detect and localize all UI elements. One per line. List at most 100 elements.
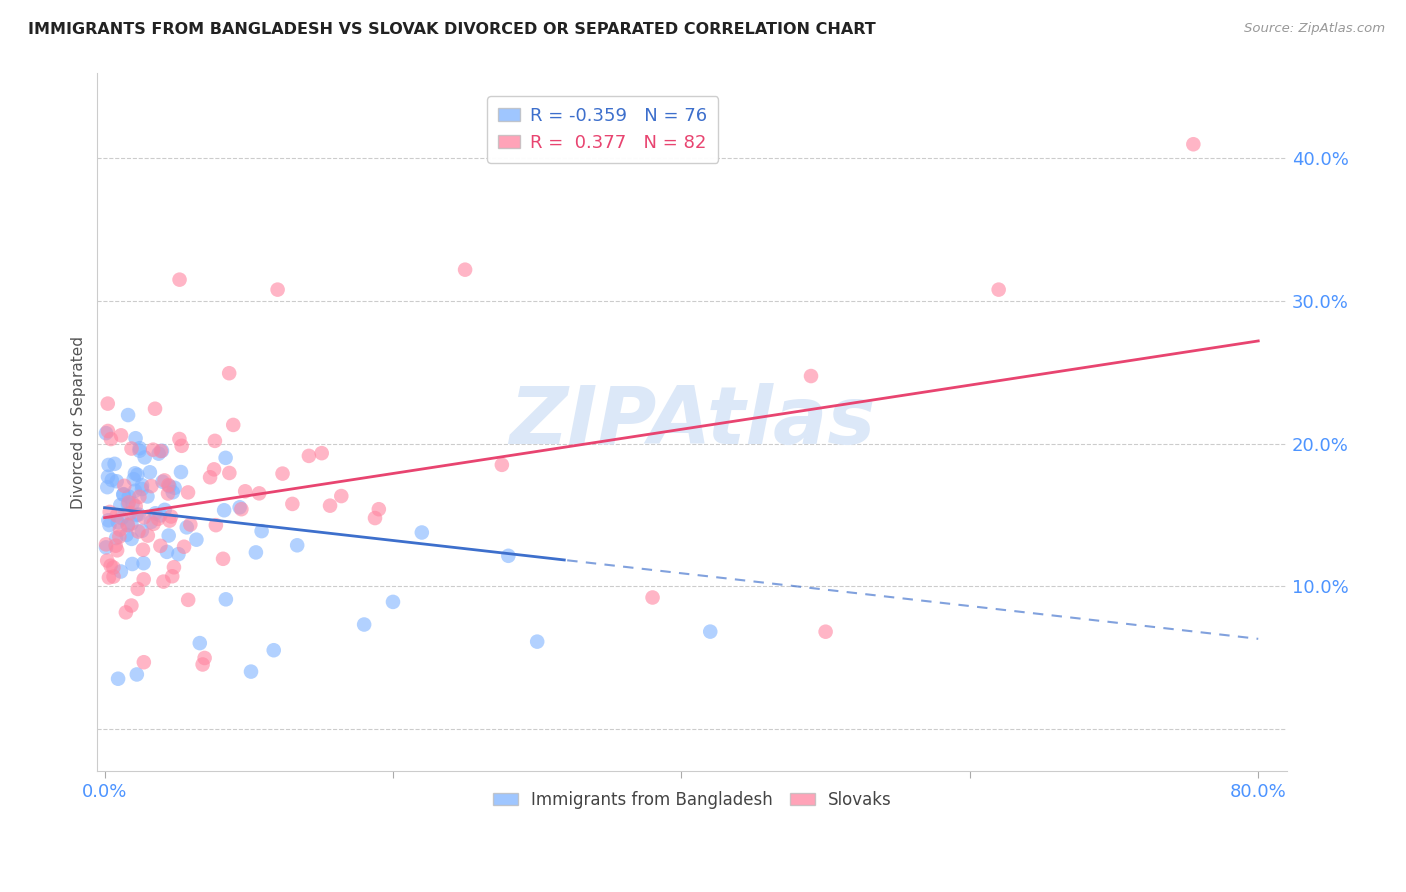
Point (247, 486, 270, 500)
Point (157, 528, 180, 542)
Point (149, 508, 172, 523)
Point (125, 667, 148, 681)
Point (143, 506, 166, 520)
Point (142, 442, 165, 457)
Point (97, 513, 120, 527)
Point (160, 569, 183, 583)
Point (128, 508, 150, 522)
Point (127, 467, 149, 482)
Point (212, 503, 235, 517)
Point (96, 553, 118, 567)
Point (179, 517, 201, 532)
Point (240, 665, 263, 679)
Point (150, 443, 173, 458)
Point (98, 518, 121, 533)
Point (110, 498, 132, 512)
Point (100, 432, 122, 446)
Point (382, 595, 405, 609)
Point (97, 458, 120, 472)
Point (124, 431, 146, 445)
Point (353, 617, 375, 632)
Point (194, 651, 217, 665)
Point (120, 599, 142, 613)
Point (132, 572, 155, 586)
Point (98, 505, 121, 519)
Point (121, 532, 143, 546)
Point (188, 636, 211, 650)
Point (100, 473, 122, 487)
Point (124, 500, 146, 514)
Point (146, 512, 169, 526)
Point (139, 515, 162, 529)
Point (108, 530, 131, 544)
Point (94, 426, 117, 441)
Point (149, 444, 172, 458)
Point (231, 502, 253, 516)
Point (120, 516, 142, 531)
Point (202, 462, 225, 476)
Point (131, 482, 153, 496)
Point (186, 533, 208, 547)
Point (173, 540, 195, 554)
Point (491, 458, 513, 472)
Point (170, 439, 193, 453)
Point (121, 442, 143, 456)
Point (103, 560, 125, 574)
Point (311, 446, 333, 460)
Point (367, 502, 389, 516)
Point (218, 366, 240, 380)
Point (157, 478, 180, 492)
Point (218, 466, 240, 480)
Point (127, 582, 149, 596)
Point (281, 497, 304, 511)
Point (800, 369, 823, 384)
Legend: Immigrants from Bangladesh, Slovaks: Immigrants from Bangladesh, Slovaks (486, 784, 898, 815)
Point (105, 531, 128, 545)
Point (156, 545, 179, 559)
Point (117, 518, 139, 533)
Point (364, 511, 387, 525)
Point (97, 396, 120, 410)
Text: ZIPAtlas: ZIPAtlas (509, 384, 876, 461)
Point (117, 497, 139, 511)
Point (153, 503, 176, 517)
Point (159, 479, 181, 493)
Point (121, 557, 143, 571)
Point (97, 424, 120, 438)
Point (108, 523, 131, 537)
Point (107, 515, 129, 529)
Point (526, 634, 548, 648)
Point (117, 518, 139, 533)
Point (115, 606, 138, 620)
Point (100, 558, 122, 573)
Point (136, 528, 159, 542)
Point (110, 428, 132, 442)
Point (298, 449, 321, 463)
Text: IMMIGRANTS FROM BANGLADESH VS SLOVAK DIVORCED OR SEPARATED CORRELATION CHART: IMMIGRANTS FROM BANGLADESH VS SLOVAK DIV… (28, 22, 876, 37)
Point (105, 475, 128, 489)
Point (118, 490, 141, 504)
Point (105, 508, 128, 523)
Point (1182, 137, 1205, 152)
Point (134, 450, 156, 465)
Point (117, 408, 139, 422)
Point (411, 525, 433, 540)
Point (139, 465, 162, 479)
Point (128, 443, 150, 458)
Point (987, 283, 1010, 297)
Point (204, 434, 226, 448)
Point (143, 401, 166, 416)
Point (263, 643, 285, 657)
Text: Source: ZipAtlas.com: Source: ZipAtlas.com (1244, 22, 1385, 36)
Point (163, 481, 186, 495)
Point (160, 509, 183, 524)
Point (131, 478, 153, 492)
Point (104, 457, 127, 471)
Point (148, 447, 170, 461)
Point (245, 545, 267, 559)
Point (94, 537, 117, 551)
Point (271, 467, 294, 481)
Point (104, 539, 127, 553)
Point (121, 496, 143, 510)
Point (285, 538, 308, 552)
